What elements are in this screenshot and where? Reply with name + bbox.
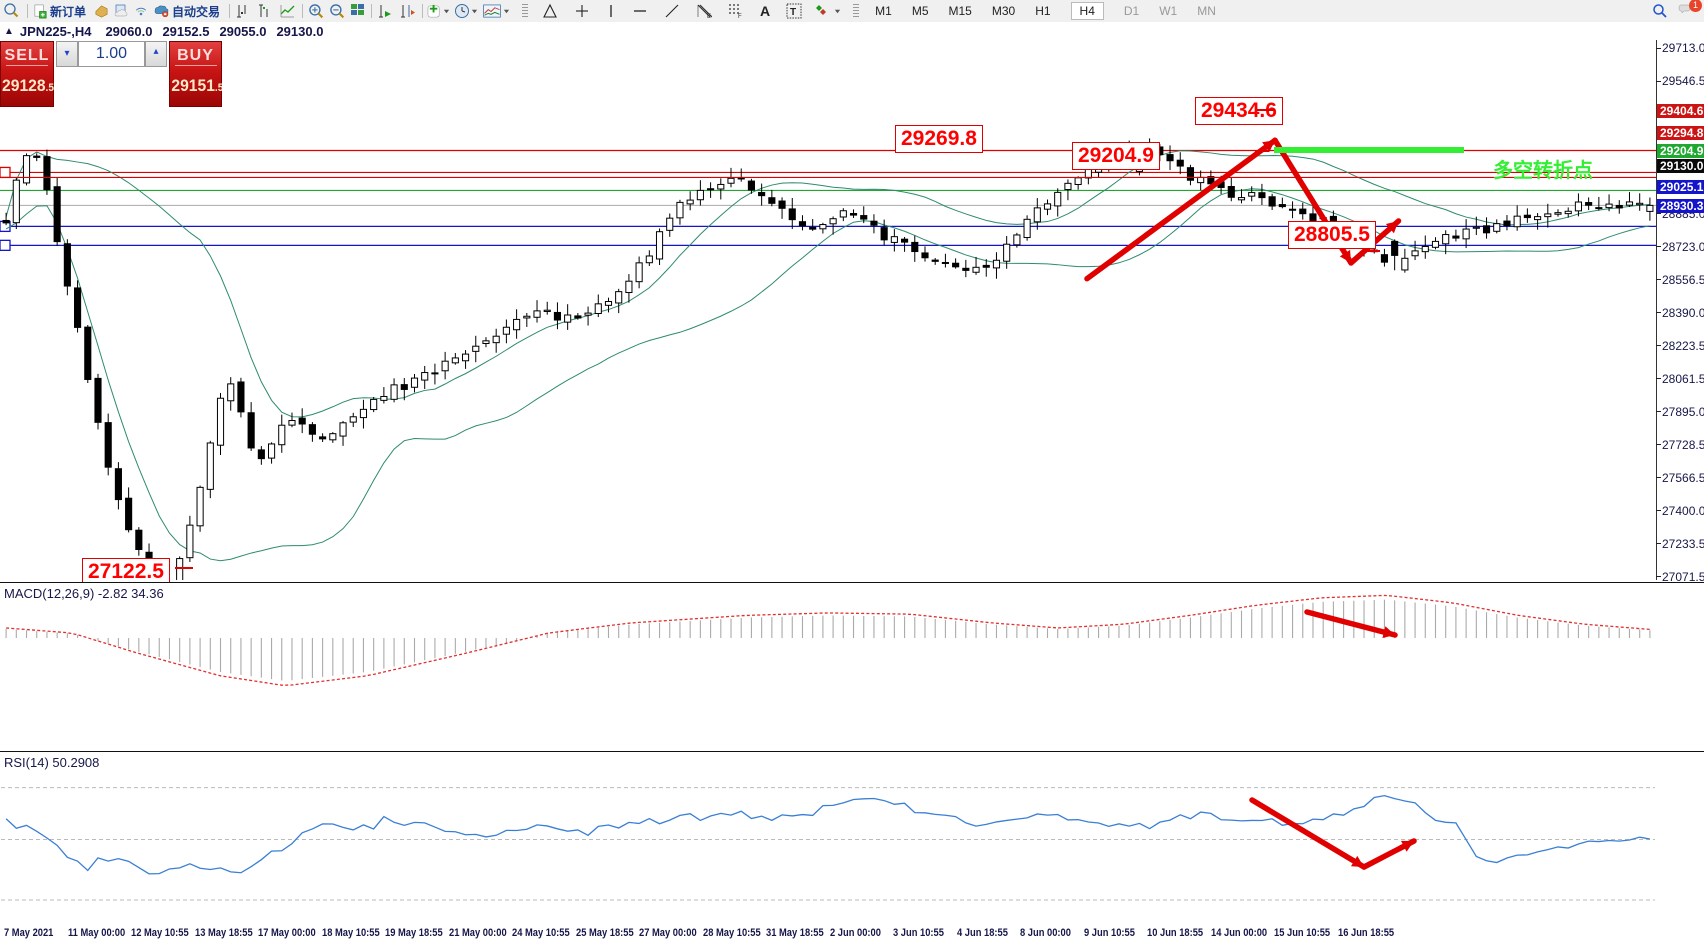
svg-text:T: T [790,7,796,18]
svg-text:F: F [738,14,742,19]
svg-text:E: E [707,14,711,19]
